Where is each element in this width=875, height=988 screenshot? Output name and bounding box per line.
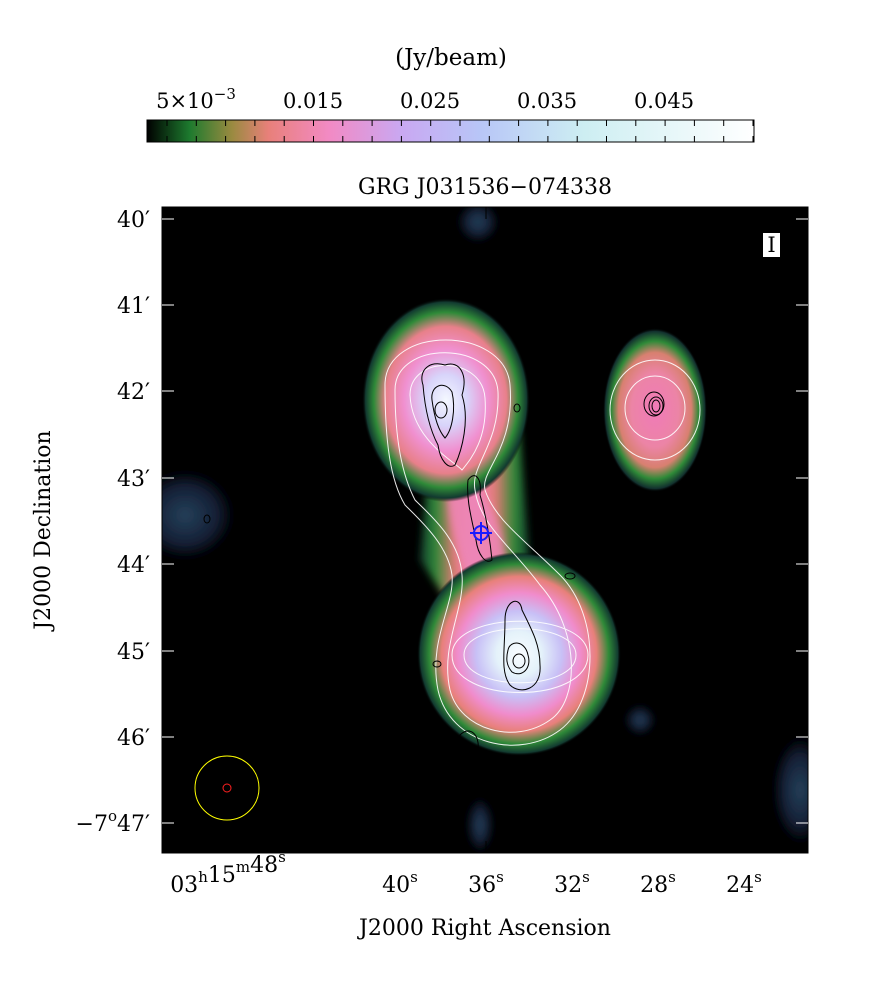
stokes-label-box	[763, 233, 780, 257]
plot-title: GRG J031536−074338	[358, 175, 612, 200]
ra-tick-label: 28s	[640, 868, 676, 898]
image-frame	[161, 206, 809, 854]
faint-emission-south	[466, 795, 494, 853]
colorbar-tick-label: 0.025	[400, 89, 460, 113]
ra-tick-label: 03h15m48s	[170, 848, 286, 898]
colorbar-tick-label: 0.035	[517, 89, 577, 113]
colorbar-ticks	[166, 120, 754, 142]
x-axis-label: J2000 Right Ascension	[357, 916, 611, 941]
colorbar-tick-label: 0.015	[283, 89, 343, 113]
radio-source-east	[603, 328, 707, 492]
dec-tick-label: 46′	[117, 726, 150, 751]
beam-ellipse-low-res	[194, 755, 260, 821]
colorbar-tick-label: 0.045	[634, 89, 694, 113]
y-axis-label: J2000 Declination	[31, 430, 56, 631]
colorbar-tick-label: 5×10−3	[156, 85, 236, 113]
faint-emission-south-center	[624, 704, 656, 736]
dec-tick-label: 40′	[117, 208, 150, 233]
radio-emission	[162, 207, 808, 853]
dec-tick-label: 45′	[117, 640, 150, 665]
image-panel: I	[161, 206, 809, 854]
ra-tick-label: 24s	[726, 868, 762, 898]
stokes-label: I	[767, 233, 775, 257]
axis-ticks	[162, 207, 808, 853]
faint-emission-west-edge	[162, 465, 240, 565]
beam-ellipse-high-res	[222, 783, 232, 793]
contours-white	[384, 339, 701, 746]
faint-emission-north	[456, 207, 500, 244]
colorbar-unit-label: (Jy/beam)	[395, 45, 507, 71]
ra-tick-labels: 03h15m48s 40s 36s 32s 28s 24s	[170, 848, 762, 898]
ra-tick-label: 36s	[468, 868, 504, 898]
radio-lobe-north	[362, 298, 530, 502]
ra-tick-label: 40s	[382, 868, 418, 898]
faint-emission-southeast	[770, 730, 808, 850]
dec-tick-labels: 40′ 41′ 42′ 43′ 44′ 45′ 46′ −7o47′	[76, 208, 150, 837]
contours-black	[203, 363, 691, 853]
dec-tick-label: 41′	[117, 294, 150, 319]
colorbar-tick-labels: 5×10−3 0.015 0.025 0.035 0.045	[156, 85, 694, 113]
dec-tick-label: −7o47′	[76, 807, 150, 837]
host-galaxy-marker	[470, 522, 492, 544]
dec-tick-label: 43′	[117, 467, 150, 492]
dec-tick-label: 42′	[117, 380, 150, 405]
ra-tick-label: 32s	[554, 868, 590, 898]
colorbar	[146, 119, 755, 143]
dec-tick-label: 44′	[117, 553, 150, 578]
